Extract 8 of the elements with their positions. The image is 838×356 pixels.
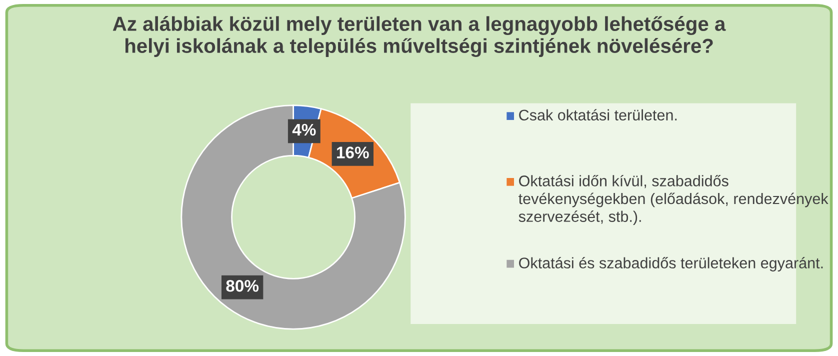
data-label: 4% [292, 124, 316, 136]
donut-slice [180, 104, 406, 330]
chart-title: Az alábbiak közül mely területen van a legnagyobb lehetősége a helyi iskolának a település műveltségi szintjének növelésére? [112, 16, 726, 58]
data-label: 80% [226, 280, 259, 292]
legend-label: Csak oktatási területen. [519, 109, 677, 121]
data-label: 16% [337, 146, 369, 158]
legend-label: Oktatási és szabadidős területeken egyaránt. [519, 257, 823, 272]
legend-label: Oktatási időn kívül, szabadidős tevékenységekben (előadások, rendezvények szervezését, stb.). [518, 174, 828, 225]
